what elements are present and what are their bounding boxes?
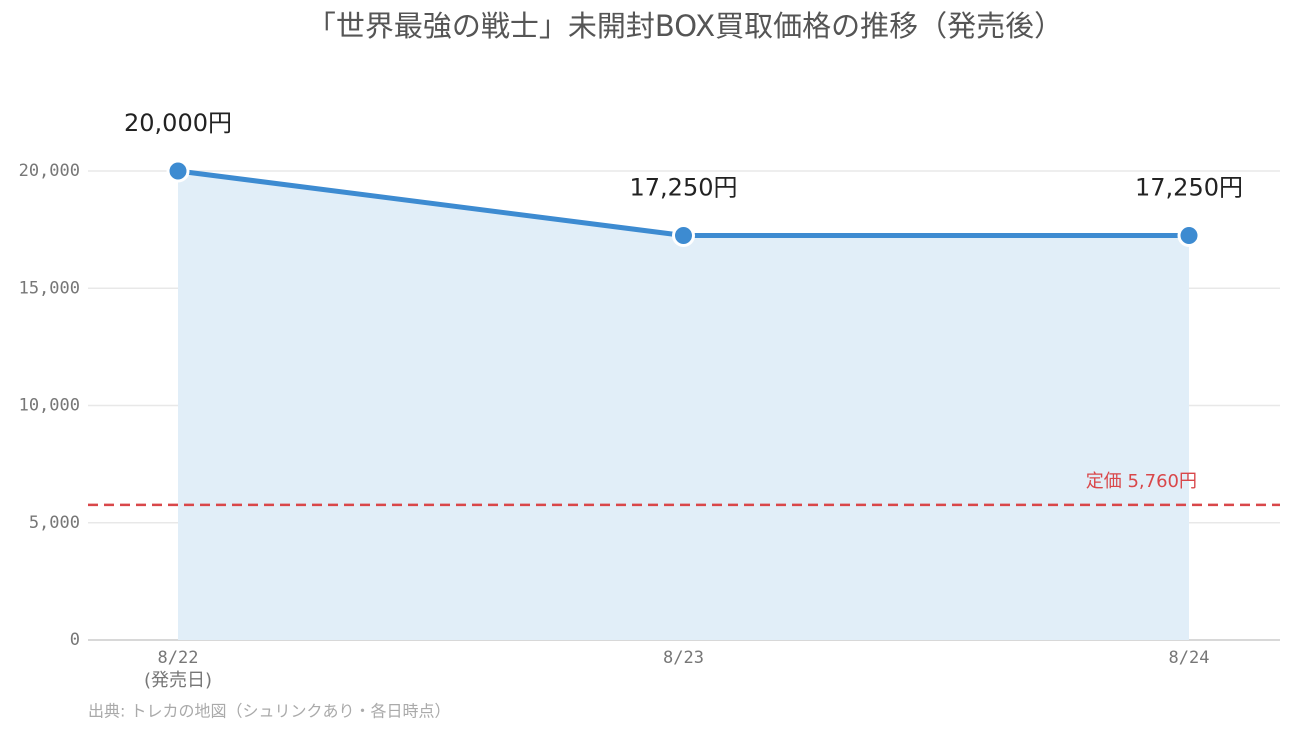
x-tick-label: 8/24	[1169, 648, 1210, 668]
chart-title: 「世界最強の戦士」未開封BOX買取価格の推移（発売後）	[307, 9, 1063, 43]
x-tick-label: 8/23	[663, 648, 704, 668]
reference-label: 定価 5,760円	[1086, 471, 1197, 492]
y-tick-label: 5,000	[29, 513, 80, 533]
point	[1177, 223, 1201, 247]
value-label: 17,250円	[630, 173, 738, 201]
x-tick-label: 8/22	[158, 648, 199, 668]
point	[166, 159, 190, 183]
value-label: 20,000円	[124, 109, 232, 137]
source-note: 出典: トレカの地図（シュリンクあり・各日時点）	[88, 702, 450, 721]
y-tick-label: 0	[70, 630, 80, 650]
y-tick-label: 15,000	[19, 278, 80, 298]
y-tick-label: 10,000	[19, 396, 80, 416]
area	[178, 171, 1189, 640]
x-tick-sublabel: (発売日)	[144, 670, 212, 691]
value-label: 17,250円	[1135, 173, 1243, 201]
y-tick-label: 20,000	[19, 161, 80, 181]
point	[672, 223, 695, 247]
